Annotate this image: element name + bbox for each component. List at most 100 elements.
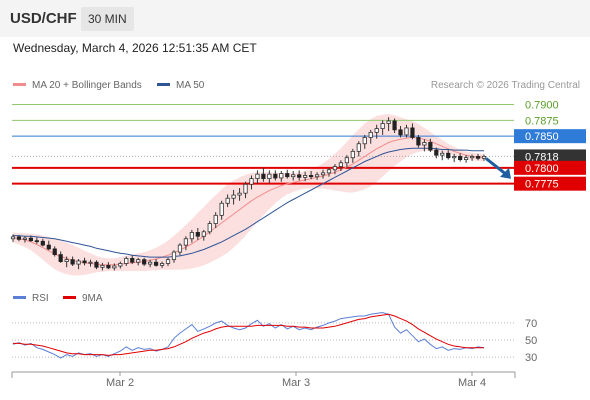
candle-body [40,240,45,246]
candle-body [171,251,177,261]
candle-body [398,129,403,136]
candle-body [344,157,349,164]
candle-body [249,178,254,185]
candle-body [153,261,159,266]
candle-body [34,240,39,243]
level-tag-2 [514,129,586,144]
candle-body [410,127,415,138]
level-label-3: 0.7818 [525,151,559,163]
candle-body [189,232,194,240]
candle-body [58,254,63,262]
level-tag-3 [514,149,586,164]
datetime-label: Wednesday, March 4, 2026 12:51:35 AM CET [13,41,257,55]
candle-body [338,162,344,167]
candle-body [446,152,451,159]
candle-body [428,142,433,151]
level-tag-5 [514,176,586,191]
ma20-swatch [13,82,26,86]
candle-body [440,152,445,156]
candle-body [106,264,111,269]
candle-body [481,156,487,159]
candle-body [46,244,51,250]
candle-body [165,259,171,264]
x-tick-label: Mar 4 [458,377,486,389]
instrument-title: USD/CHF [10,10,77,27]
candle-body [279,173,284,179]
candle-body [183,238,188,246]
candle-body [285,173,290,178]
ma50-line [13,147,484,258]
candle-body [136,259,141,263]
candle-body [124,257,129,264]
candle-body [231,194,236,199]
candle-body [386,120,391,124]
rsi-series-1 [13,313,484,356]
legend-rsi-ma-label: 9MA [82,293,103,304]
candle-body [70,259,75,265]
candle-body [201,231,206,237]
legend-rsi: RSI [13,293,49,304]
candle-body [458,156,463,161]
candle-body [362,137,367,145]
candle-body [207,223,212,233]
candle-body [464,157,469,160]
candle-body [82,260,87,264]
candle-body [267,173,272,180]
candle-body [434,149,439,156]
candle-body [297,174,302,178]
candle-body [142,259,147,265]
candle-body [452,156,457,159]
rsi-tick-50: 50 [525,335,537,347]
candle-body [243,183,248,194]
level-tag-4 [514,160,586,175]
candle-body [52,248,57,255]
candle-body [261,173,266,180]
header-bar: USD/CHF 30 MIN [0,0,590,37]
candle-body [112,265,117,269]
candle-body [159,263,165,266]
level-label-5: 0.7775 [525,179,559,191]
candle-body [118,263,123,267]
level-label-0: 0.7900 [525,100,559,112]
candle-body [94,261,99,268]
candle-body [225,197,230,204]
legend-ma50-label: MA 50 [176,80,205,91]
candle-body [10,236,16,240]
legend-rsi-ma: 9MA [63,293,103,304]
legend-rsi-label: RSI [32,293,49,304]
candle-body [213,214,218,224]
candle-body [291,174,296,178]
candle-body [392,120,397,131]
candle-body [320,172,326,176]
candle-body [273,173,278,179]
candle-body [130,257,135,263]
candle-body [350,150,355,159]
candle-body [416,137,421,146]
candle-body [148,261,153,265]
candle-body [303,175,308,178]
timeframe-badge[interactable]: 30 MIN [81,7,134,31]
legend-ma20: MA 20 + Bollinger Bands [13,80,142,91]
candle-body [28,237,33,242]
candle-body [88,261,93,264]
candle-body [219,202,224,216]
x-tick-label: Mar 2 [106,377,134,389]
ma50-swatch [157,82,170,86]
candle-body [177,244,183,253]
candle-body [22,237,28,240]
candle-body [422,142,427,146]
credit-label: Research © 2026 Trading Central [430,80,580,91]
candle-body [332,166,338,171]
rsi-ma-swatch [63,295,76,299]
candle-body [314,174,320,178]
candle-body [380,123,385,129]
rsi-tick-30: 30 [525,352,537,364]
rsi-tick-70: 70 [525,318,537,330]
candle-body [64,259,69,262]
rsi-series-0 [12,312,485,359]
candle-body [404,127,409,136]
candle-body [374,128,379,133]
legend-ma20-label: MA 20 + Bollinger Bands [32,80,142,91]
candle-body [237,192,242,196]
direction-arrow-head [500,167,511,179]
